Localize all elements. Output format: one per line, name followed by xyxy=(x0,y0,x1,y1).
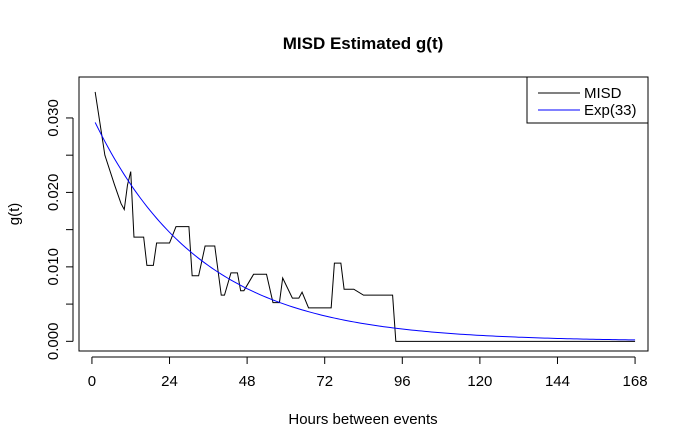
plot-frame xyxy=(78,76,649,352)
x-tick-label: 24 xyxy=(161,373,178,390)
x-axis-label: Hours between events xyxy=(288,411,437,428)
y-axis: 0.000 0.010 0.020 0.030 xyxy=(45,99,74,361)
x-tick-label: 168 xyxy=(623,373,648,390)
chart-title: MISD Estimated g(t) xyxy=(283,34,444,53)
x-axis: 0 24 48 72 96 120 144 168 xyxy=(88,356,648,390)
y-tick-label: 0.020 xyxy=(45,174,62,212)
series-layer xyxy=(94,91,636,342)
x-tick-label: 0 xyxy=(88,373,96,390)
series-line-misd xyxy=(94,91,636,342)
legend-label-exp: Exp(33) xyxy=(584,102,637,119)
x-tick-label: 72 xyxy=(316,373,333,390)
y-tick-label: 0.000 xyxy=(45,323,62,361)
y-tick-label: 0.030 xyxy=(45,99,62,137)
y-tick-label: 0.010 xyxy=(45,248,62,286)
x-tick-label: 96 xyxy=(394,373,411,390)
legend-label-misd: MISD xyxy=(584,85,622,102)
x-tick-label: 120 xyxy=(467,373,492,390)
x-tick-label: 144 xyxy=(545,373,570,390)
x-tick-label: 48 xyxy=(239,373,256,390)
series-line-exp-33 xyxy=(94,122,636,341)
legend: MISD Exp(33) xyxy=(526,76,649,124)
legend-box xyxy=(526,76,649,124)
y-axis-label: g(t) xyxy=(6,203,23,226)
